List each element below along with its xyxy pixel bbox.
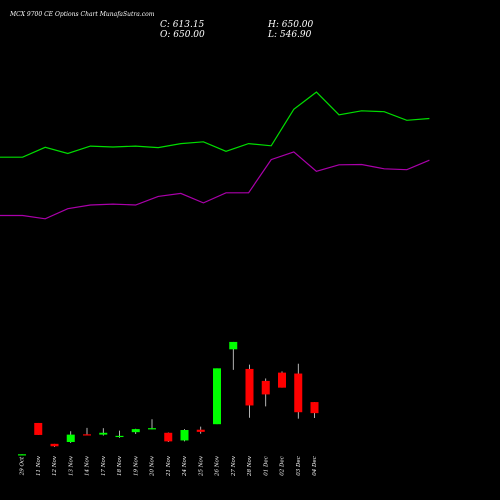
candle-13-nov — [66, 431, 75, 443]
x-tick-label: 26 Nov — [215, 455, 221, 477]
candle-27-nov — [229, 341, 238, 370]
candle-12-nov — [50, 443, 59, 447]
candle-18-nov — [115, 430, 124, 438]
x-tick-label: 18 Nov — [117, 455, 123, 476]
candle-body — [18, 454, 26, 456]
ma-fast-line — [0, 91, 430, 158]
candle-body — [164, 432, 173, 442]
candle-04-dec — [310, 402, 319, 419]
chart-title: MCX 9700 CE Options Chart MunafaSutra.co… — [9, 11, 155, 18]
candles-layer — [18, 341, 319, 456]
candle-19-nov — [131, 428, 140, 435]
x-tick-label: 04 Dec — [312, 456, 318, 476]
candle-body — [148, 428, 156, 430]
moving-average-layer — [0, 91, 430, 220]
x-axis-labels: 29 Oct 11 Nov 12 Nov 13 Nov 14 Nov 17 Nov 18 N… — [20, 455, 319, 477]
candle-body — [213, 368, 221, 425]
x-tick-label: 01 Dec — [263, 456, 269, 476]
candle-28-nov — [245, 364, 254, 418]
candle-body — [245, 368, 254, 406]
candle-24-nov — [180, 429, 189, 442]
open-price-label: O: 650.00 — [160, 30, 205, 40]
candle-body — [261, 380, 270, 395]
ma-slow-line — [0, 151, 430, 220]
x-tick-label: 17 Nov — [101, 455, 107, 476]
close-price-label: C: 613.15 — [160, 20, 205, 30]
x-tick-label: 27 Nov — [231, 455, 237, 477]
x-tick-label: 11 Nov — [36, 455, 42, 476]
x-tick-label: 21 Nov — [166, 455, 172, 477]
candle-29-oct — [18, 454, 26, 456]
x-tick-label: 24 Nov — [182, 455, 188, 477]
candle-20-nov — [148, 419, 156, 430]
candle-14-nov — [83, 427, 91, 436]
candle-11-nov — [34, 422, 43, 435]
high-price-label: H: 650.00 — [267, 20, 314, 30]
candle-21-nov — [164, 432, 173, 442]
candle-17-nov — [99, 428, 108, 436]
candle-03-dec — [294, 363, 303, 419]
x-tick-label: 12 Nov — [52, 455, 58, 476]
candle-body — [115, 435, 124, 438]
candle-body — [83, 434, 91, 436]
candle-body — [310, 402, 319, 414]
x-tick-label: 19 Nov — [133, 455, 139, 476]
candle-26-nov — [213, 368, 221, 425]
x-tick-label: 25 Nov — [198, 455, 204, 477]
x-tick-label: 20 Nov — [150, 455, 156, 477]
candle-body — [34, 422, 43, 435]
x-tick-label: 03 Dec — [296, 456, 302, 476]
candle-25-nov — [196, 426, 205, 434]
candle-body — [66, 434, 75, 442]
candle-02-dec — [278, 371, 286, 388]
candle-body — [294, 373, 303, 413]
x-tick-label: 02 Dec — [280, 456, 286, 476]
x-tick-label: 28 Nov — [247, 455, 253, 477]
candle-body — [196, 429, 205, 432]
candle-body — [99, 432, 108, 435]
candle-01-dec — [261, 378, 270, 407]
x-tick-label: 13 Nov — [68, 455, 74, 476]
candle-body — [180, 430, 189, 441]
candle-body — [50, 443, 59, 447]
candle-body — [229, 341, 238, 350]
x-tick-label: 29 Oct — [20, 456, 26, 476]
low-price-label: L: 546.90 — [267, 30, 312, 40]
candle-body — [131, 429, 140, 433]
candle-body — [278, 372, 286, 388]
x-tick-label: 14 Nov — [85, 455, 91, 476]
